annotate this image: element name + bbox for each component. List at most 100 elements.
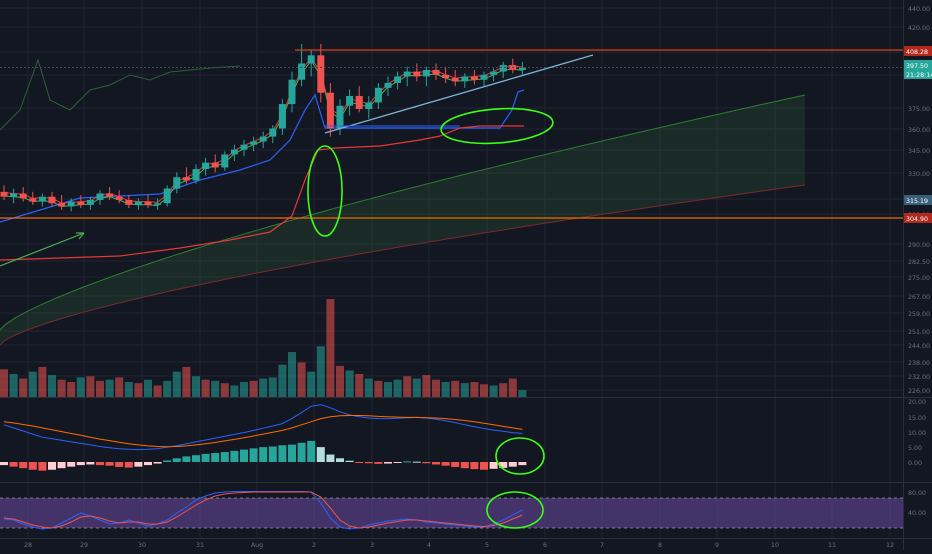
ascending-trendline (324, 54, 594, 134)
time-tick-label: 8 (658, 542, 662, 549)
stoch-tick-label: 40.00 (908, 510, 926, 517)
time-tick-label: 30 (138, 542, 146, 549)
time-tick-label: 31 (196, 542, 204, 549)
candle-body (307, 55, 315, 64)
candle-body (10, 193, 18, 197)
volume-bar (144, 379, 152, 397)
volume-bar (307, 371, 316, 397)
candle-body (48, 196, 56, 204)
volume-bar (201, 379, 210, 397)
volume-bar (403, 376, 412, 397)
candle-body (499, 65, 507, 72)
macd-histogram-bar (259, 447, 268, 462)
price-tick-label: 244.00 (908, 343, 930, 350)
macd-histogram-bar (57, 462, 66, 469)
price-badge-bg (904, 195, 932, 205)
candle-body (490, 71, 498, 75)
volume-bar (105, 379, 114, 397)
volume-bar (412, 378, 421, 397)
candle-body (374, 87, 382, 103)
price-tick-label: 290.00 (908, 242, 930, 249)
candle-body (96, 193, 104, 200)
volume-bar (480, 384, 488, 397)
volume-bar (278, 364, 287, 397)
macd-histogram-bar (192, 455, 200, 462)
macd-histogram-bar (499, 462, 508, 468)
candle-body (470, 76, 478, 80)
price-tick-label: 226.00 (908, 388, 930, 395)
cloud-span-a (0, 94, 806, 331)
volume-bar (86, 376, 95, 397)
annotation-ellipse (440, 107, 554, 145)
stochastic-panel (0, 491, 903, 530)
macd-histogram-bar (422, 462, 431, 464)
volume-bar (172, 371, 181, 397)
candle-body (211, 162, 219, 168)
candle-body (288, 79, 296, 105)
candle-body (442, 74, 450, 79)
volume-bar (336, 365, 344, 397)
axes: 440.00420.00405.00390.00375.00360.00345.… (24, 6, 932, 549)
price-tick-label: 275.00 (908, 275, 930, 282)
volume-bar (96, 380, 104, 397)
macd-histogram-bar (460, 462, 469, 469)
candle-body (173, 177, 181, 189)
macd-histogram-bar (105, 462, 114, 466)
price-badge-text: 315.19 (906, 198, 928, 205)
volume-bar (345, 370, 354, 397)
volume-bar (422, 375, 431, 397)
cloud-fill (0, 95, 805, 345)
macd-histogram-bar (0, 462, 8, 466)
macd-tick-label: 10.00 (908, 430, 926, 437)
macd-tick-label: 0.00 (908, 460, 922, 467)
volume-bar (9, 373, 18, 397)
candle-body (115, 196, 123, 200)
price-tick-label: 375.00 (908, 106, 930, 113)
volume-bar (499, 383, 508, 397)
annotation-ellipse (486, 491, 544, 529)
volume-bar (268, 377, 277, 397)
candles (0, 43, 526, 212)
candle-body (403, 71, 411, 77)
candle-body (518, 67, 526, 70)
volume-bar (316, 346, 325, 397)
volume-bar (38, 367, 47, 397)
candle-body (432, 69, 440, 75)
macd-histogram-bar (316, 447, 325, 462)
macd-histogram-bar (19, 462, 28, 469)
candle-body (317, 55, 325, 93)
macd-histogram-bar (345, 460, 354, 462)
arrow-head (76, 232, 85, 240)
volume-bar (441, 382, 450, 397)
macd-histogram-bar (220, 452, 229, 462)
volume-bar (220, 383, 229, 397)
price-tick-label: 259.00 (908, 311, 930, 318)
macd-histogram-bar (249, 448, 258, 462)
macd-histogram-bar (307, 440, 316, 462)
price-badge-bg (904, 213, 932, 223)
price-badge-text: 397.50 (906, 63, 928, 70)
macd-histogram-bar (240, 449, 248, 462)
volume-bar (211, 380, 220, 397)
price-tick-label: 345.00 (908, 148, 930, 155)
volume-bar (355, 373, 364, 397)
volume-bar (134, 383, 143, 397)
price-badge-text: 408.28 (906, 49, 928, 56)
price-tick-label: 420.00 (908, 25, 930, 32)
price-tick-label: 238.00 (908, 360, 930, 367)
macd-line (3, 404, 523, 451)
candle-body (163, 188, 171, 204)
macd-tick-label: 15.00 (908, 415, 926, 422)
price-tick-label: 232.00 (908, 374, 930, 381)
candle-body (278, 104, 286, 129)
candle-body (154, 203, 162, 205)
candle-body (240, 144, 248, 150)
volume-bar (153, 385, 162, 397)
candle-body (182, 177, 190, 181)
macd-histogram-bar (144, 462, 152, 466)
volume-bars (0, 299, 527, 397)
macd-histogram-bar (230, 450, 239, 462)
macd-histogram-bar (518, 462, 527, 466)
volume-bar (297, 362, 306, 397)
